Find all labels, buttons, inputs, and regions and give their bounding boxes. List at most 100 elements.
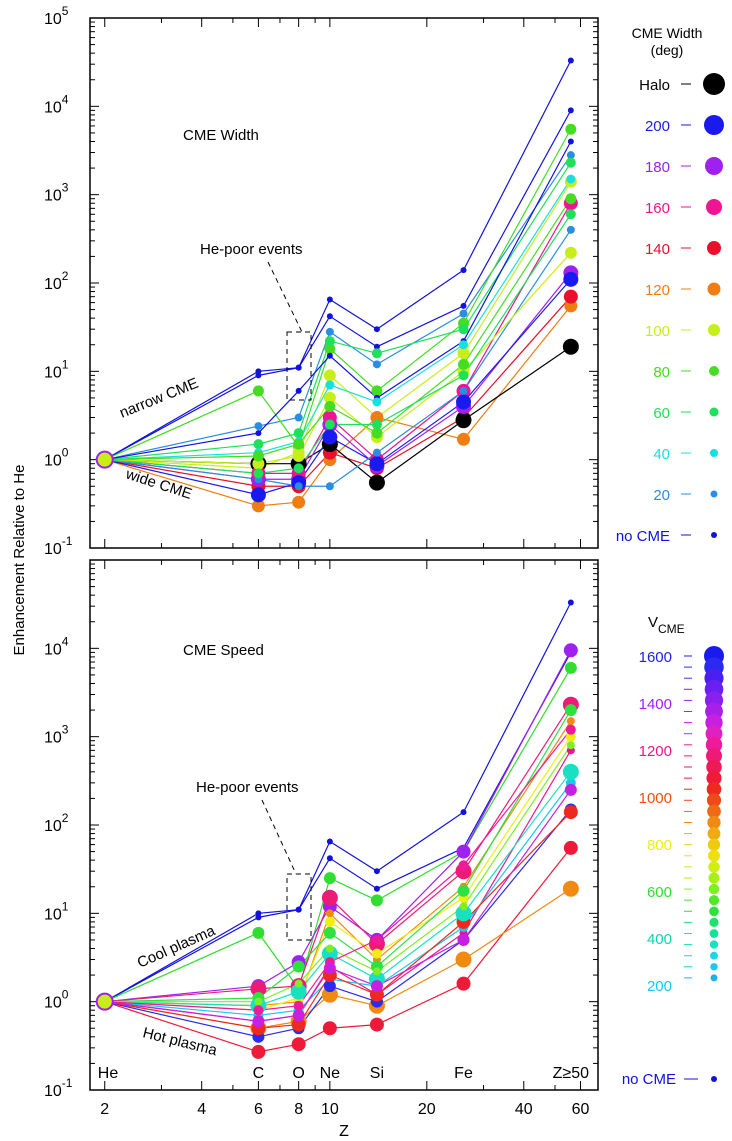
bottom-x-ticks: 2 4 6 8 10 20 40 60 — [100, 560, 589, 1118]
x-tick-label: 20 — [418, 1101, 436, 1118]
series-line — [104, 704, 572, 1003]
bottom-legend-nocme-marker — [711, 1076, 717, 1082]
data-point — [294, 482, 303, 491]
top-legend-marker — [709, 407, 719, 417]
data-point — [250, 980, 267, 997]
data-point — [295, 387, 302, 394]
y-tick-label: 100 — [44, 988, 69, 1012]
bottom-legend-marker — [707, 838, 721, 851]
data-point — [324, 419, 335, 430]
data-point — [254, 422, 263, 431]
data-point — [566, 741, 575, 750]
x-tick-label: 4 — [197, 1101, 206, 1118]
top-legend-marker — [706, 199, 722, 215]
data-point — [456, 976, 471, 991]
top-legend-label: 20 — [653, 487, 670, 504]
bottom-plot-frame — [89, 559, 599, 1091]
data-point — [563, 805, 578, 820]
data-point — [290, 983, 307, 1000]
element-label: O — [292, 1065, 304, 1082]
he-reference-marker — [95, 992, 114, 1011]
data-point — [321, 889, 338, 906]
data-point — [324, 400, 336, 412]
top-legend: CME Width (deg) Halo 200 180 160 140 120 100 80… — [616, 25, 725, 545]
bottom-y-ticks: 10-1 100 101 102 103 104 — [44, 559, 598, 1100]
top-legend-title-1: CME Width — [632, 25, 703, 41]
y-tick-label: 102 — [44, 269, 69, 293]
data-point — [326, 855, 333, 862]
top-legend-marker — [705, 157, 723, 175]
y-tick-label: 101 — [44, 899, 69, 923]
y-tick-label: 102 — [44, 811, 69, 835]
data-point — [321, 945, 338, 962]
data-point — [460, 809, 467, 816]
data-point — [372, 360, 381, 369]
bottom-hepoor-leader — [261, 799, 297, 875]
y-tick-label: 103 — [44, 723, 69, 747]
top-legend-label: 60 — [653, 405, 670, 422]
bottom-panel: 10-1 100 101 102 103 104 2 4 6 8 10 20 40 60 CME Spe… — [44, 559, 599, 1118]
data-point — [252, 926, 265, 939]
data-point — [325, 327, 334, 336]
data-point — [373, 326, 380, 333]
data-point — [565, 209, 576, 220]
data-point — [253, 1005, 264, 1016]
top-legend-label: 180 — [645, 159, 670, 176]
data-point — [250, 487, 266, 503]
bottom-legend-marker — [708, 895, 720, 906]
element-label: He — [98, 1065, 119, 1082]
data-point — [255, 914, 262, 921]
bottom-legend-marker — [706, 747, 722, 764]
element-label: C — [253, 1065, 265, 1082]
data-point — [565, 731, 576, 742]
x-tick-label: 6 — [254, 1101, 263, 1118]
data-point — [370, 894, 383, 907]
data-point — [326, 838, 333, 845]
bottom-legend-nocme-label: no CME — [622, 1071, 676, 1088]
data-point — [254, 997, 263, 1006]
top-chart-marks — [95, 57, 579, 513]
data-point — [292, 1009, 305, 1022]
data-point — [458, 370, 469, 381]
bottom-legend-marker — [709, 929, 719, 938]
bottom-hepoor-annotation: He-poor events — [196, 779, 299, 796]
data-point — [326, 352, 333, 359]
top-lower-annotation: wide CME — [123, 465, 194, 503]
data-point — [460, 267, 467, 274]
data-point — [323, 980, 336, 993]
top-legend-label: 80 — [653, 364, 670, 381]
data-point — [292, 495, 306, 509]
bottom-legend-marker — [706, 759, 722, 775]
element-labels: He C O Ne Si Fe Z≥50 — [98, 1065, 589, 1082]
data-point — [459, 902, 468, 911]
bottom-chart-marks — [95, 599, 579, 1059]
top-y-ticks: 10-1 100 101 102 103 104 105 — [44, 4, 598, 558]
series-line — [104, 213, 572, 474]
bottom-legend-marker — [710, 963, 718, 971]
y-tick-label: 104 — [44, 92, 69, 116]
data-point — [326, 313, 333, 320]
data-point — [455, 412, 472, 429]
data-point — [459, 386, 468, 395]
data-point — [457, 432, 471, 446]
data-point — [251, 1044, 266, 1059]
bottom-hepoor-box — [286, 873, 312, 941]
data-point — [372, 397, 382, 407]
bottom-lower-annotation: Hot plasma — [141, 1024, 219, 1059]
data-point — [566, 151, 575, 160]
data-point — [252, 450, 264, 462]
bottom-legend-marker — [708, 861, 720, 873]
top-legend-marker — [710, 449, 718, 457]
bottom-legend-label: 600 — [647, 884, 672, 901]
x-tick-label: 2 — [100, 1101, 109, 1118]
bottom-legend-marker — [710, 951, 718, 960]
bottom-legend-label: 1000 — [639, 790, 672, 807]
series-line — [104, 162, 572, 461]
data-point — [563, 840, 578, 855]
data-point — [255, 372, 262, 379]
data-point — [323, 962, 336, 975]
bottom-legend-label: 400 — [647, 931, 672, 948]
data-point — [323, 391, 336, 404]
top-legend-label: Halo — [639, 77, 670, 94]
top-legend-marker — [711, 532, 717, 538]
